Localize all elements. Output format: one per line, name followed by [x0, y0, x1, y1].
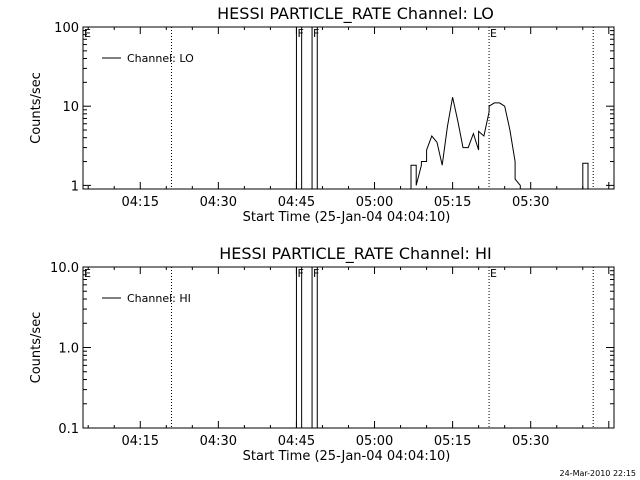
x-tick-label: 04:15	[122, 434, 159, 449]
y-tick-label: 1	[71, 179, 79, 194]
x-tick-label: 04:15	[122, 195, 159, 210]
x-axis-label: Start Time (25-Jan-04 04:04:10)	[243, 210, 451, 225]
y-axis-label: Counts/sec	[29, 72, 44, 144]
x-tick-label: 05:15	[434, 195, 471, 210]
y-tick-label: 10.0	[50, 261, 79, 276]
y-tick-label: 10	[62, 100, 79, 115]
chart-title: HESSI PARTICLE_RATE Channel: HI	[219, 244, 492, 264]
event-marker-label: E	[490, 27, 497, 40]
x-tick-label: 05:00	[356, 434, 393, 449]
series-line	[410, 97, 521, 189]
series-line	[582, 162, 589, 189]
x-tick-label: 04:45	[278, 434, 315, 449]
legend-label: Channel: LO	[127, 52, 194, 65]
y-axis-label: Counts/sec	[29, 312, 44, 384]
event-marker-label: F	[297, 27, 303, 40]
x-tick-label: 04:30	[200, 434, 237, 449]
panel-hi: HESSI PARTICLE_RATE Channel: HI 04:15 04:3…	[29, 244, 615, 464]
y-tick-label: 0.1	[58, 422, 79, 437]
x-tick-label: 05:00	[356, 195, 393, 210]
x-axis-label: Start Time (25-Jan-04 04:04:10)	[243, 449, 451, 464]
event-marker-label: E	[490, 267, 497, 280]
y-tick-label: 100	[54, 21, 79, 36]
x-tick-label: 05:30	[512, 195, 549, 210]
x-tick-label: 05:15	[434, 434, 471, 449]
chart-title: HESSI PARTICLE_RATE Channel: LO	[217, 4, 494, 24]
print-timestamp: 24-Mar-2010 22:15	[560, 469, 637, 478]
x-tick-label: 04:45	[278, 195, 315, 210]
event-marker-label: F	[313, 27, 319, 40]
event-marker-label: E	[84, 27, 91, 40]
panel-lo: HESSI PARTICLE_RATE Channel: LO 04:15 04:3…	[29, 4, 615, 225]
x-tick-label: 05:30	[512, 434, 549, 449]
y-tick-label: 1.0	[58, 342, 79, 357]
x-tick-label: 04:30	[200, 195, 237, 210]
event-marker-label: F	[297, 267, 303, 280]
event-marker-label: E	[84, 267, 91, 280]
legend-label: Channel: HI	[127, 292, 191, 305]
event-marker-label: F	[313, 267, 319, 280]
